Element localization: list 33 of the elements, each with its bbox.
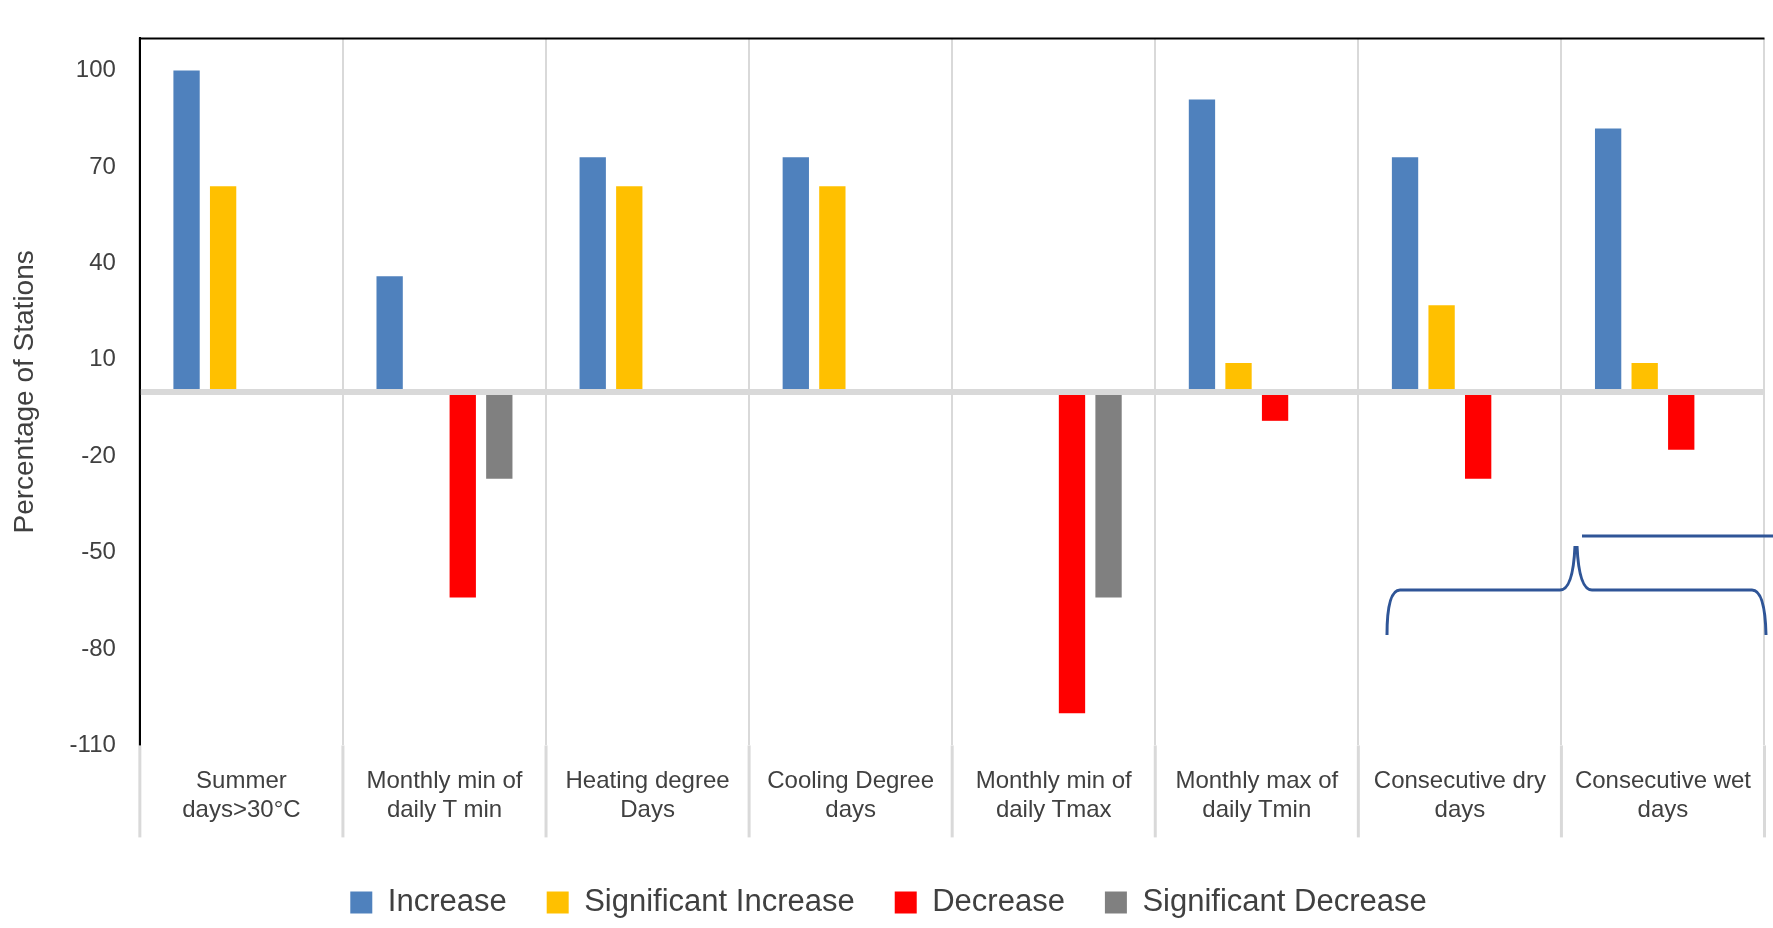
bar	[173, 70, 200, 392]
bar	[1428, 305, 1455, 392]
x-tick-label: Monthly max of daily Tmin	[1175, 766, 1339, 823]
y-tick-label: 10	[89, 344, 116, 372]
bar	[1225, 362, 1252, 392]
bar	[1391, 157, 1419, 392]
y-tick-label: -110	[69, 730, 116, 758]
x-tick-label: Summer days>30°C	[182, 766, 301, 823]
legend-label: Increase	[387, 883, 507, 919]
bar	[1188, 99, 1216, 392]
bar	[616, 186, 643, 392]
y-tick-label: 70	[89, 151, 116, 179]
y-tick-label: 100	[75, 55, 116, 83]
legend-label: Significant Increase	[584, 883, 855, 919]
bar	[1594, 128, 1622, 392]
bar	[376, 276, 403, 392]
legend-label: Decrease	[932, 883, 1065, 919]
legend-label: Significant Decrease	[1142, 883, 1427, 919]
y-tick-label: -50	[81, 537, 116, 565]
bar	[782, 157, 809, 392]
y-tick-label: 40	[89, 247, 116, 275]
y-axis-title: Percentage of Stations	[7, 250, 39, 534]
x-tick-label: Heating degree Days	[565, 766, 730, 823]
x-tick-label: Cooling Degree days	[767, 766, 935, 823]
bar	[579, 157, 606, 392]
bar	[209, 186, 237, 392]
x-tick-label: Monthly min of daily Tmax	[975, 766, 1133, 823]
bar	[819, 186, 846, 392]
x-tick-label: Consecutive wet days	[1574, 766, 1752, 823]
y-tick-label: -20	[81, 440, 116, 468]
y-tick-label: -80	[81, 633, 116, 661]
x-tick-label: Monthly min of daily T min	[366, 766, 523, 823]
x-tick-label: Consecutive dry days	[1373, 766, 1546, 823]
